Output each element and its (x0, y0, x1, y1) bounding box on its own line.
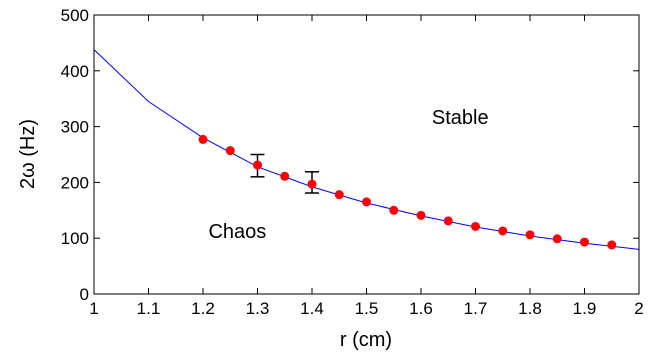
y-tick-label: 400 (61, 62, 89, 81)
y-tick-label: 200 (61, 173, 89, 192)
data-point (498, 226, 508, 236)
x-tick-label: 1.1 (137, 299, 161, 318)
plot-layer (93, 49, 640, 250)
data-point (280, 171, 290, 181)
x-tick-label: 1.9 (573, 299, 597, 318)
data-point (389, 205, 399, 215)
y-axis-label: 2ω (Hz) (17, 119, 39, 189)
data-point (552, 234, 562, 244)
x-tick-label: 1.5 (355, 299, 379, 318)
x-tick-label: 2 (634, 299, 643, 318)
x-tick-label: 1 (89, 299, 98, 318)
data-point (525, 230, 535, 240)
y-tick-label: 100 (61, 229, 89, 248)
x-axis-label: r (cm) (340, 329, 392, 351)
data-point (471, 221, 480, 231)
data-point (607, 240, 617, 250)
data-point (225, 146, 235, 156)
y-tick-label: 500 (61, 6, 89, 25)
data-point (334, 190, 344, 200)
y-tick-label: 300 (61, 118, 89, 137)
x-tick-label: 1.7 (464, 299, 488, 318)
data-point (307, 179, 317, 189)
x-tick-label: 1.6 (409, 299, 433, 318)
x-tick-label: 1.8 (518, 299, 542, 318)
tick-layer: 1 1.1 1.2 1.3 1.4 1.5 1.6 1.7 1.8 1.9 2 0 100 200 300 4… (61, 6, 644, 318)
annotation-stable: Stable (432, 107, 489, 129)
annotation-layer: Stable Chaos (208, 107, 488, 243)
annotation-chaos: Chaos (208, 221, 266, 243)
y-tick-label: 0 (80, 285, 89, 304)
data-point (443, 216, 453, 226)
data-point (416, 210, 426, 220)
x-tick-label: 1.3 (246, 299, 270, 318)
data-point (362, 197, 371, 207)
data-point (253, 160, 262, 170)
x-tick-label: 1.2 (191, 299, 215, 318)
data-point (198, 134, 208, 144)
data-point (580, 237, 589, 247)
x-tick-label: 1.4 (300, 299, 324, 318)
